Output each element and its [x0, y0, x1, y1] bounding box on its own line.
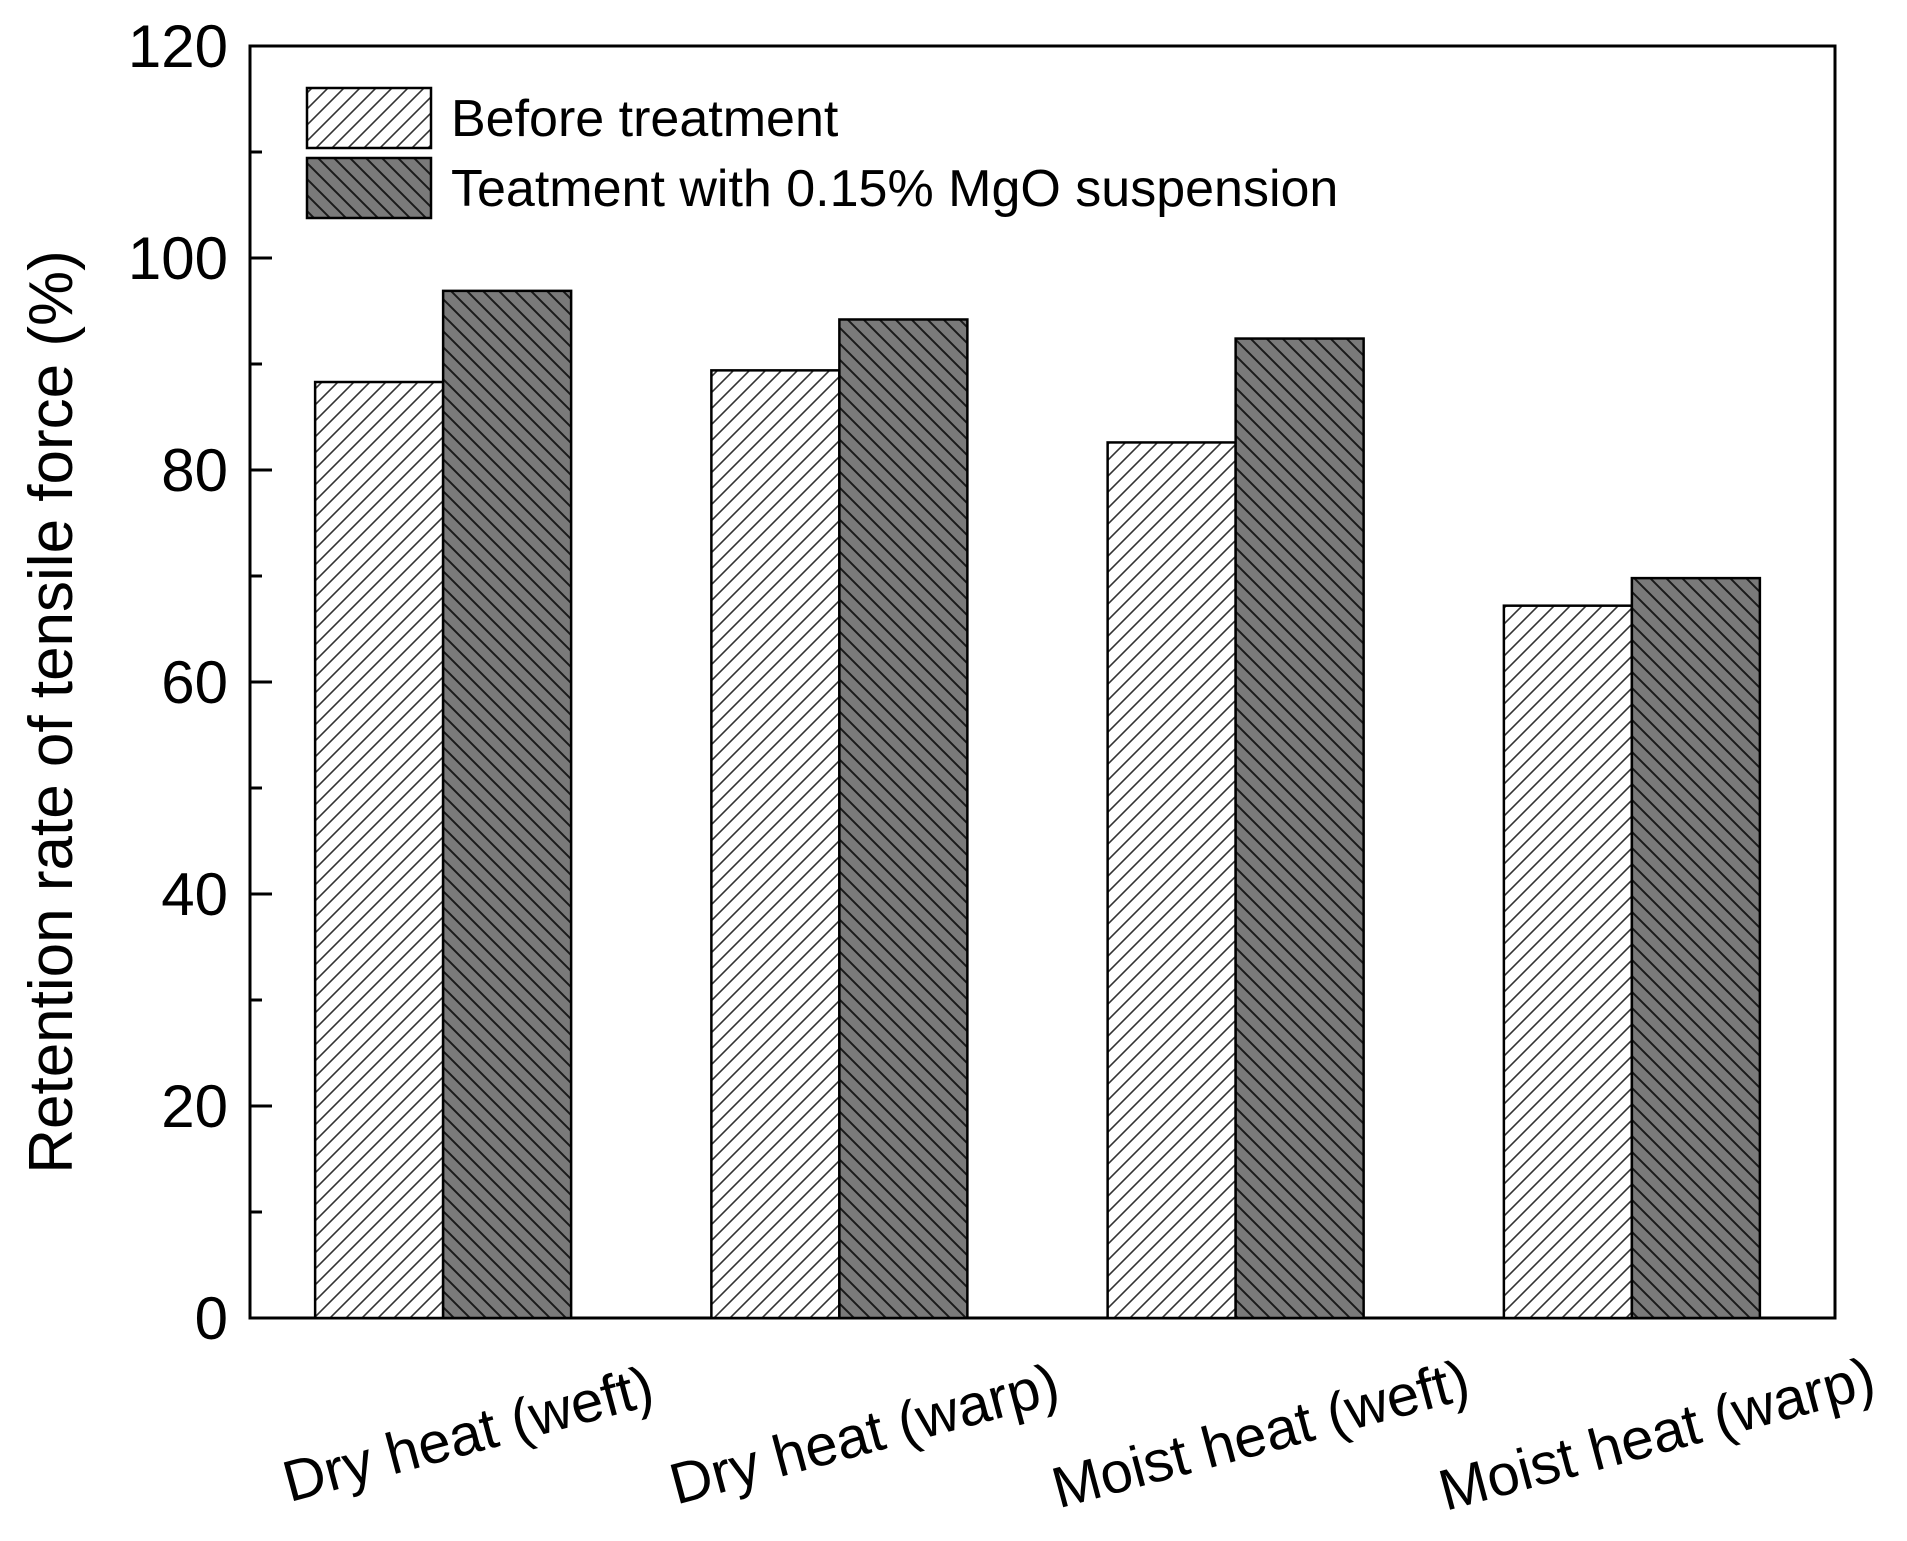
bar-before-treatment: [313, 380, 445, 1320]
y-axis-label: Retention rate of tensile force (%): [17, 250, 86, 1174]
bar-mgo-treatment: [838, 318, 969, 1320]
y-tick-label: 80: [161, 437, 228, 504]
y-tick-label: 0: [195, 1285, 228, 1352]
bar-mgo-treatment: [1234, 337, 1365, 1320]
x-category-label: Moist heat (weft): [1045, 1347, 1476, 1521]
legend-label: Before treatment: [451, 90, 839, 148]
x-category-label: Dry heat (weft): [276, 1354, 660, 1515]
legend-swatch: [305, 156, 433, 220]
y-tick-label: 120: [128, 13, 228, 80]
bar-before-treatment: [1106, 441, 1237, 1320]
y-tick-label: 20: [161, 1073, 228, 1140]
bar-before-treatment: [1502, 604, 1634, 1320]
legend-swatch: [305, 86, 433, 150]
x-category-label: Dry heat (warp): [663, 1351, 1066, 1517]
y-tick-label: 40: [161, 861, 228, 928]
legend-label: Teatment with 0.15% MgO suspension: [451, 160, 1338, 218]
bar-before-treatment: [710, 369, 841, 1320]
x-category-label: Moist heat (warp): [1432, 1345, 1882, 1524]
y-tick-label: 60: [161, 649, 228, 716]
bar-mgo-treatment: [1630, 576, 1762, 1320]
bar-mgo-treatment: [441, 289, 573, 1320]
y-tick-label: 100: [128, 225, 228, 292]
